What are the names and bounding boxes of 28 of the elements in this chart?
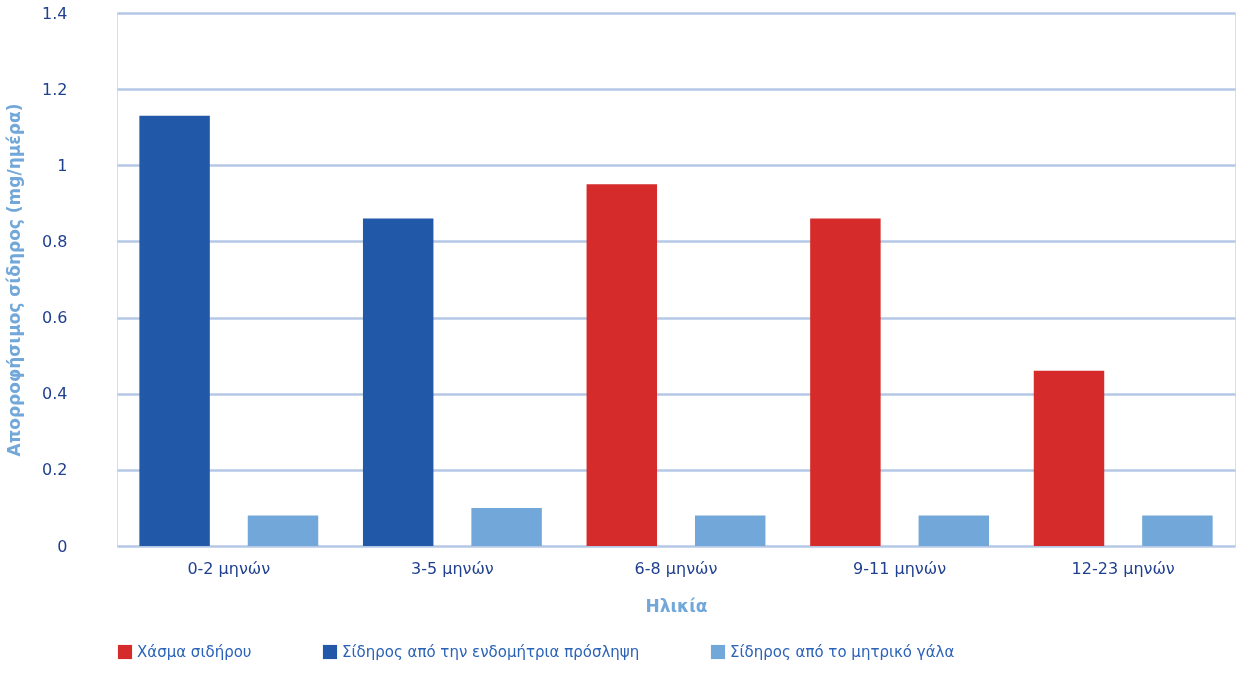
bar [139, 115, 210, 546]
bar [810, 218, 881, 546]
x-tick-label: 12-23 μηνών [1071, 558, 1175, 578]
x-tick-label: 9-11 μηνών [853, 558, 947, 578]
bar [1142, 515, 1213, 546]
bar [694, 515, 766, 546]
y-tick-label: 0.8 [42, 231, 68, 251]
y-tick-label: 0.6 [42, 308, 68, 328]
x-tick-label: 6-8 μηνών [634, 558, 718, 578]
x-axis-title: Ηλικία [645, 595, 708, 616]
y-tick-label: 1.4 [42, 3, 68, 23]
y-axis-title: Απορροφήσιμος σίδηρος (mg/ημέρα) [4, 103, 25, 457]
y-tick-label: 0.4 [42, 384, 68, 404]
y-tick-label: 1 [57, 155, 68, 175]
legend-label: Σίδηρος από την ενδομήτρια πρόσληψη [342, 643, 640, 661]
bar [918, 515, 990, 546]
legend-label: Σίδηρος από το μητρικό γάλα [730, 643, 955, 661]
x-tick-label: 3-5 μηνών [410, 558, 494, 578]
bar [247, 515, 319, 546]
bar [586, 184, 658, 546]
y-tick-label: 0 [57, 536, 68, 556]
bar [1033, 370, 1105, 546]
bar [362, 218, 434, 546]
y-tick-label: 0.2 [42, 460, 68, 480]
x-tick-label: 0-2 μηνών [187, 558, 271, 578]
y-tick-label: 1.2 [42, 79, 68, 99]
legend-label: Χάσμα σιδήρου [137, 643, 252, 661]
bar [471, 507, 542, 546]
